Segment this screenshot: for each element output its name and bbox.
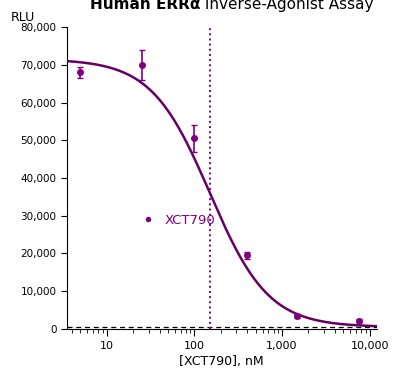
Text: Inverse-Agonist Assay: Inverse-Agonist Assay [200, 0, 374, 12]
Text: Human ERRα: Human ERRα [90, 0, 200, 12]
Text: RLU: RLU [11, 11, 36, 24]
X-axis label: [XCT790], nM: [XCT790], nM [180, 355, 264, 368]
Legend: XCT790: XCT790 [129, 209, 221, 232]
